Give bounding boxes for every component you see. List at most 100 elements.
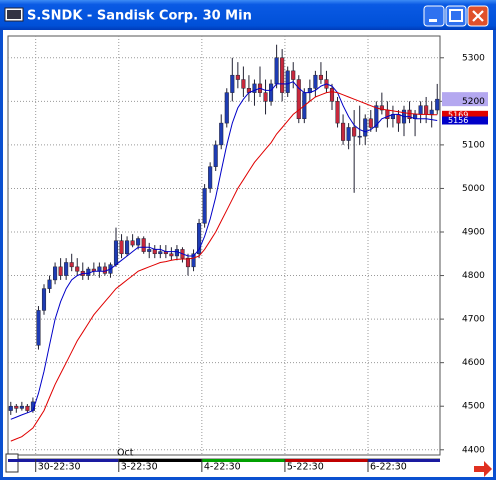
candle-body <box>158 251 163 255</box>
candle-body <box>335 101 340 124</box>
candle-body <box>219 122 224 146</box>
date-band <box>35 459 119 462</box>
candle-body <box>69 262 74 268</box>
y-tick-label: 4700 <box>462 315 485 325</box>
candle-body <box>147 249 152 252</box>
candle-body <box>113 240 119 265</box>
y-tick-label: 4600 <box>462 358 485 368</box>
candle-body <box>14 405 19 409</box>
candle-body <box>130 240 135 246</box>
y-tick-label: 4400 <box>462 445 485 455</box>
candle-body <box>435 98 440 111</box>
candle-body <box>341 122 346 141</box>
minimize-button[interactable] <box>423 5 445 27</box>
x-tick-label: 5-22:30 <box>287 462 324 473</box>
candle-body <box>141 238 146 252</box>
candle-body <box>407 109 412 120</box>
candle-body <box>119 240 124 255</box>
candle-body <box>197 223 202 255</box>
month-label: Oct <box>117 448 134 459</box>
candle-body <box>102 266 107 274</box>
candle-body <box>346 127 351 141</box>
candle-body <box>318 74 323 80</box>
date-band <box>368 459 440 462</box>
last-value-box <box>442 116 488 125</box>
candle-body <box>291 70 296 80</box>
candle-body <box>269 83 274 102</box>
maximize-button[interactable] <box>445 5 467 27</box>
last-value-label: 5156 <box>448 116 468 125</box>
candle-body <box>396 114 401 124</box>
y-tick-label: 4800 <box>462 271 485 281</box>
candle-body <box>368 118 373 128</box>
last-value-label: 5169 <box>448 110 468 119</box>
y-tick-label: 4900 <box>462 227 485 237</box>
y-tick-label: 4500 <box>462 402 485 412</box>
candle-body <box>280 57 285 93</box>
title-bar <box>0 0 496 30</box>
candle-body <box>313 74 318 89</box>
candle-body <box>213 144 218 167</box>
candle-body <box>41 288 47 311</box>
candle-body <box>125 240 130 255</box>
date-band <box>118 459 202 462</box>
y-tick-label: 5300 <box>462 53 485 63</box>
candle-body <box>185 257 191 268</box>
candle-body <box>136 238 141 246</box>
candle-body <box>429 109 434 115</box>
date-band <box>8 459 39 462</box>
y-tick-label: 5100 <box>462 140 485 150</box>
x-tick-label: 6-22:30 <box>370 462 407 473</box>
candle-body <box>424 105 429 115</box>
candle-body <box>86 268 91 276</box>
candle-body <box>208 166 213 189</box>
scroll-box[interactable] <box>5 453 19 473</box>
candle-body <box>235 74 240 80</box>
candle-body <box>19 405 24 409</box>
candle-body <box>379 105 384 111</box>
date-band <box>201 459 285 462</box>
candle-body <box>152 249 157 255</box>
candle-body <box>296 79 301 120</box>
y-tick-label: 5200 <box>462 97 485 107</box>
candle-body <box>252 83 257 93</box>
close-button[interactable] <box>467 5 489 27</box>
candle-body <box>64 262 69 276</box>
candle-body <box>25 405 30 411</box>
candle-body <box>75 266 80 272</box>
candle-body <box>374 105 379 128</box>
candle-body <box>352 127 357 137</box>
last-value-box <box>442 110 488 119</box>
x-tick-label: 3-22:30 <box>121 462 158 473</box>
candle-body <box>263 92 268 102</box>
candle-body <box>202 188 207 224</box>
app-icon-screen <box>7 10 21 19</box>
candle-body <box>363 118 368 137</box>
candle-body <box>8 405 13 411</box>
last-price-marker <box>442 92 488 107</box>
date-band <box>284 459 368 462</box>
candle-body <box>36 310 41 346</box>
candle-body <box>97 266 102 272</box>
plot-area <box>7 35 441 456</box>
candle-body <box>174 249 179 257</box>
window-title: S.SNDK - Sandisk Corp. 30 Min <box>27 9 252 24</box>
y-tick-label: 5000 <box>462 184 485 194</box>
candle-body <box>285 70 290 93</box>
candle-body <box>241 79 246 89</box>
candle-body <box>47 279 52 289</box>
moving-average-line <box>10 91 438 442</box>
moving-average-line <box>10 81 438 420</box>
candle-body <box>357 135 362 138</box>
candle-body <box>329 88 335 102</box>
candle-body <box>169 253 174 257</box>
candle-body <box>274 57 279 85</box>
candle-body <box>418 105 423 115</box>
x-tick-label: 4-22:30 <box>204 462 241 473</box>
candle-body <box>53 266 58 281</box>
x-tick-label: 30-22:30 <box>38 462 81 473</box>
candle-body <box>224 92 229 124</box>
candle-body <box>191 253 196 268</box>
scroll-arrow[interactable] <box>474 461 492 477</box>
